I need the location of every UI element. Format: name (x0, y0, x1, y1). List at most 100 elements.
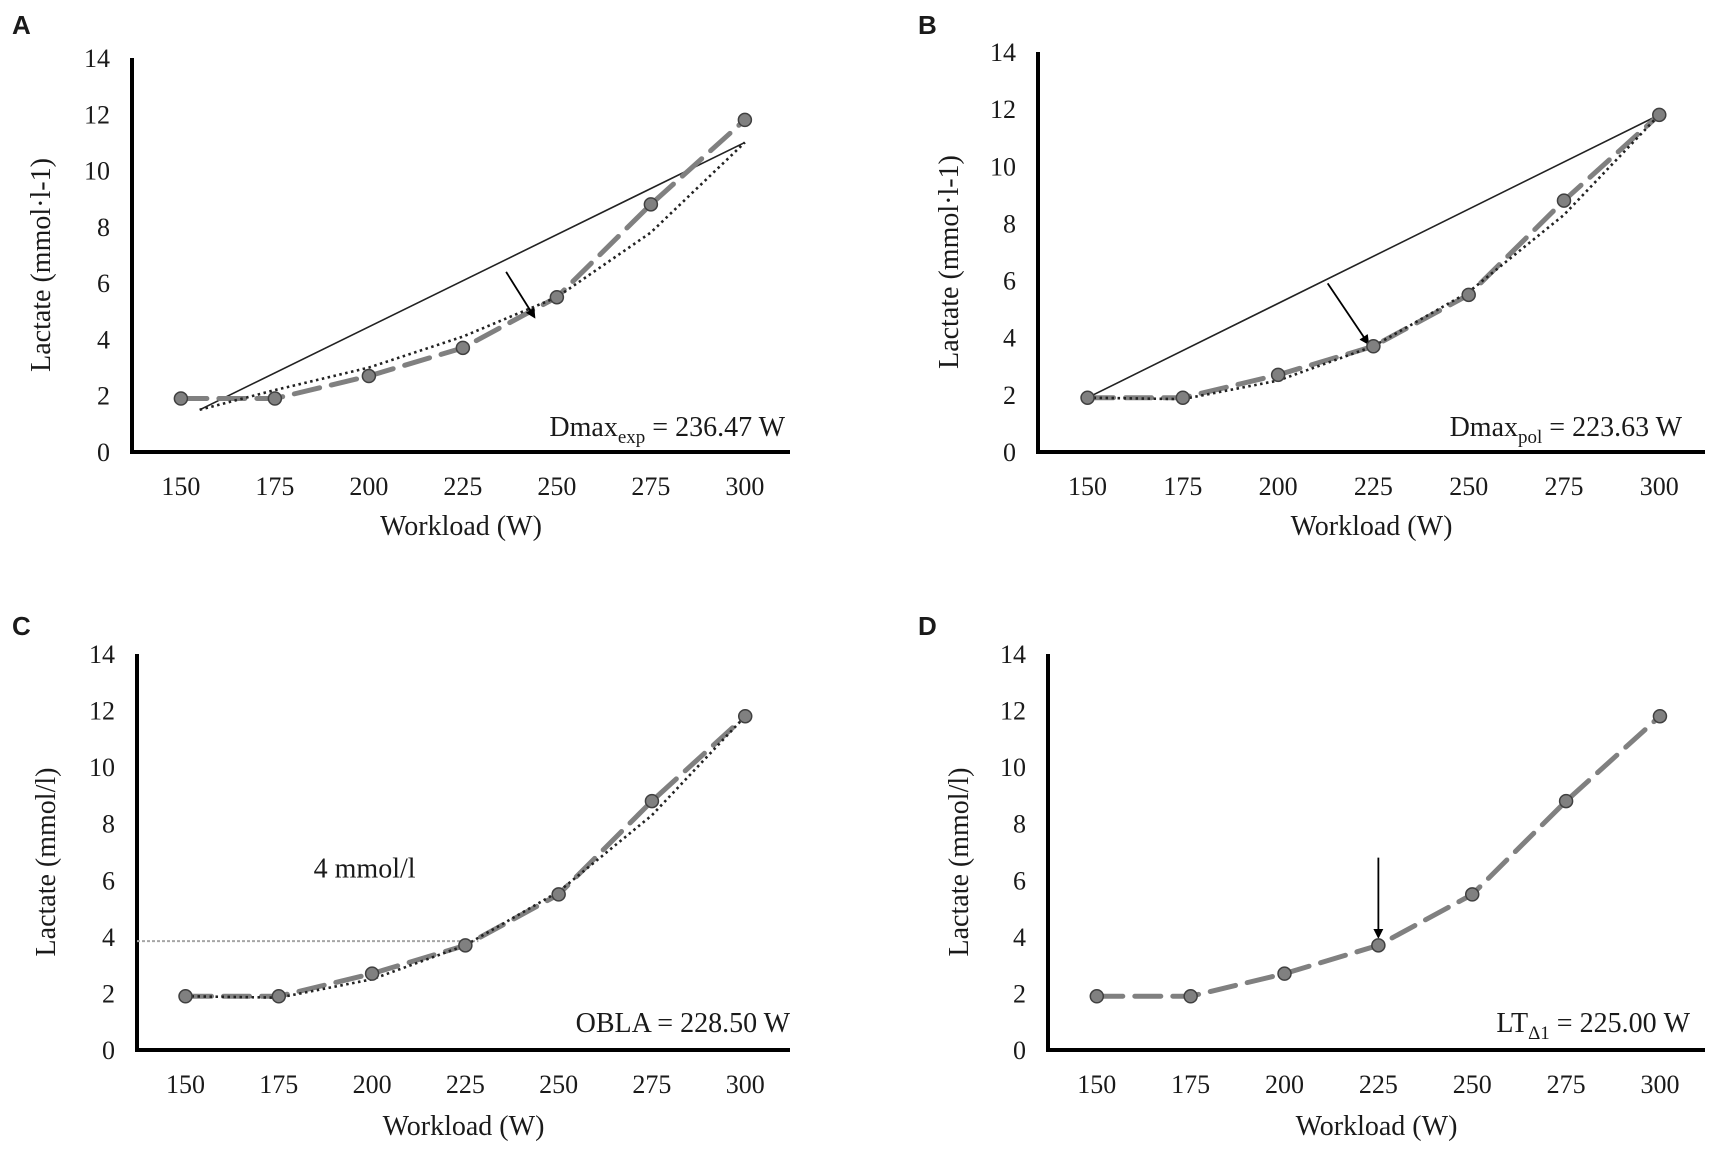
annotation-main: Dmax (1450, 412, 1518, 443)
y-tick-label: 4 (97, 325, 110, 354)
data-point (737, 112, 753, 128)
panel-letter: C (12, 611, 31, 641)
data-point (178, 989, 193, 1004)
x-tick-label: 250 (1453, 1070, 1492, 1099)
annotation-subscript: Δ1 (1528, 1023, 1550, 1044)
y-tick-label: 8 (1003, 209, 1016, 238)
y-tick-label: 14 (89, 640, 115, 669)
y-tick-label: 10 (89, 753, 115, 782)
y-tick-label: 10 (990, 152, 1016, 181)
x-tick-label: 275 (632, 1070, 671, 1099)
data-point (1089, 989, 1105, 1004)
y-tick-label: 8 (97, 213, 110, 242)
x-tick-label: 250 (537, 472, 576, 501)
data-point (549, 289, 565, 305)
x-tick-label: 225 (443, 472, 482, 501)
threshold-arrow (505, 271, 536, 319)
data-dashed-line (183, 713, 748, 999)
data-dashed-line (1094, 713, 1663, 999)
data-point (1558, 793, 1574, 809)
data-point (1371, 938, 1386, 953)
x-tick-label: 275 (1547, 1070, 1586, 1099)
x-tick-label: 150 (1077, 1070, 1116, 1099)
x-tick-label: 150 (166, 1070, 205, 1099)
x-tick-label: 225 (1359, 1070, 1398, 1099)
y-tick-label: 4 (1013, 923, 1026, 952)
y-tick-label: 12 (990, 95, 1016, 124)
data-point (1652, 107, 1667, 123)
y-tick-label: 4 (1003, 324, 1016, 353)
dmax-straight-line (199, 141, 746, 411)
data-point (551, 887, 566, 902)
data-point (1270, 367, 1286, 383)
y-axis-label: Lactate (mmol/l) (31, 768, 62, 957)
x-tick-label: 250 (539, 1070, 578, 1099)
annotation-main: LT (1496, 1008, 1528, 1039)
y-tick-label: 12 (84, 100, 110, 129)
y-tick-label: 2 (97, 382, 110, 411)
y-tick-label: 4 (102, 923, 115, 952)
annotation-value: = 223.63 W (1542, 412, 1682, 443)
data-point (1461, 287, 1476, 303)
annotation-main: Dmax (549, 412, 617, 443)
data-point (1652, 708, 1668, 724)
x-tick-label: 200 (349, 472, 388, 501)
panel-c: C 0 2 4 6 8 10 12 14 150 175 200 225 250 275 300 Workloa… (12, 611, 791, 1142)
dmax-straight-line (1087, 114, 1660, 399)
data-point (1366, 339, 1381, 354)
panel-d: D 0 2 4 6 8 10 12 14 150 175 200 225 250 275 300 Workloa… (918, 611, 1705, 1142)
y-tick-label: 0 (102, 1036, 115, 1065)
data-point (361, 368, 377, 384)
data-point (644, 793, 660, 809)
y-tick-label: 0 (97, 438, 110, 467)
x-tick-label: 150 (1068, 472, 1107, 501)
x-tick-label: 150 (161, 472, 200, 501)
y-tick-label: 12 (89, 697, 115, 726)
x-tick-label: 250 (1449, 472, 1488, 501)
annotation-main: OBLA = 228.50 W (576, 1008, 791, 1039)
fit-dotted-curve (185, 715, 747, 999)
y-tick-label: 6 (102, 866, 115, 895)
annotation-value: = 236.47 W (645, 412, 785, 443)
x-tick-label: 300 (1640, 1070, 1679, 1099)
y-tick-label: 0 (1013, 1036, 1026, 1065)
x-tick-label: 200 (353, 1070, 392, 1099)
data-point (1080, 390, 1095, 405)
data-point (267, 391, 283, 406)
x-tick-label: 175 (1163, 472, 1202, 501)
data-point (271, 989, 287, 1004)
threshold-annotation: LTΔ1 = 225.00 W (1496, 1008, 1690, 1044)
y-tick-label: 6 (1003, 267, 1016, 296)
y-tick-label: 12 (1000, 697, 1026, 726)
annotation-subscript: pol (1518, 427, 1542, 448)
panel-letter: A (12, 10, 31, 40)
x-tick-label: 200 (1265, 1070, 1304, 1099)
data-point (173, 391, 189, 406)
y-tick-label: 6 (97, 269, 110, 298)
y-tick-label: 14 (990, 38, 1016, 67)
x-tick-label: 175 (259, 1070, 298, 1099)
data-point (1556, 193, 1572, 208)
panel-letter: B (918, 10, 937, 40)
x-tick-label: 175 (255, 472, 294, 501)
threshold-annotation: OBLA = 228.50 W (576, 1008, 791, 1039)
y-axis-label: Lactate (mmol·l-1) (934, 155, 965, 369)
x-tick-label: 225 (446, 1070, 485, 1099)
y-tick-label: 14 (84, 44, 110, 73)
x-tick-label: 225 (1354, 472, 1393, 501)
data-point (1277, 966, 1292, 981)
annotation-subscript: exp (618, 427, 645, 448)
x-axis-label: Workload (W) (1291, 511, 1453, 542)
y-tick-label: 8 (1013, 810, 1026, 839)
data-point (643, 197, 659, 212)
threshold-annotation: Dmaxexp = 236.47 W (549, 412, 785, 448)
x-axis-label: Workload (W) (383, 1111, 545, 1142)
y-tick-label: 6 (1013, 866, 1026, 895)
y-tick-label: 10 (84, 157, 110, 186)
x-tick-label: 200 (1259, 472, 1298, 501)
data-point (1464, 887, 1480, 902)
threshold-arrow (1326, 282, 1370, 346)
data-point (458, 938, 473, 953)
x-tick-label: 300 (725, 472, 764, 501)
